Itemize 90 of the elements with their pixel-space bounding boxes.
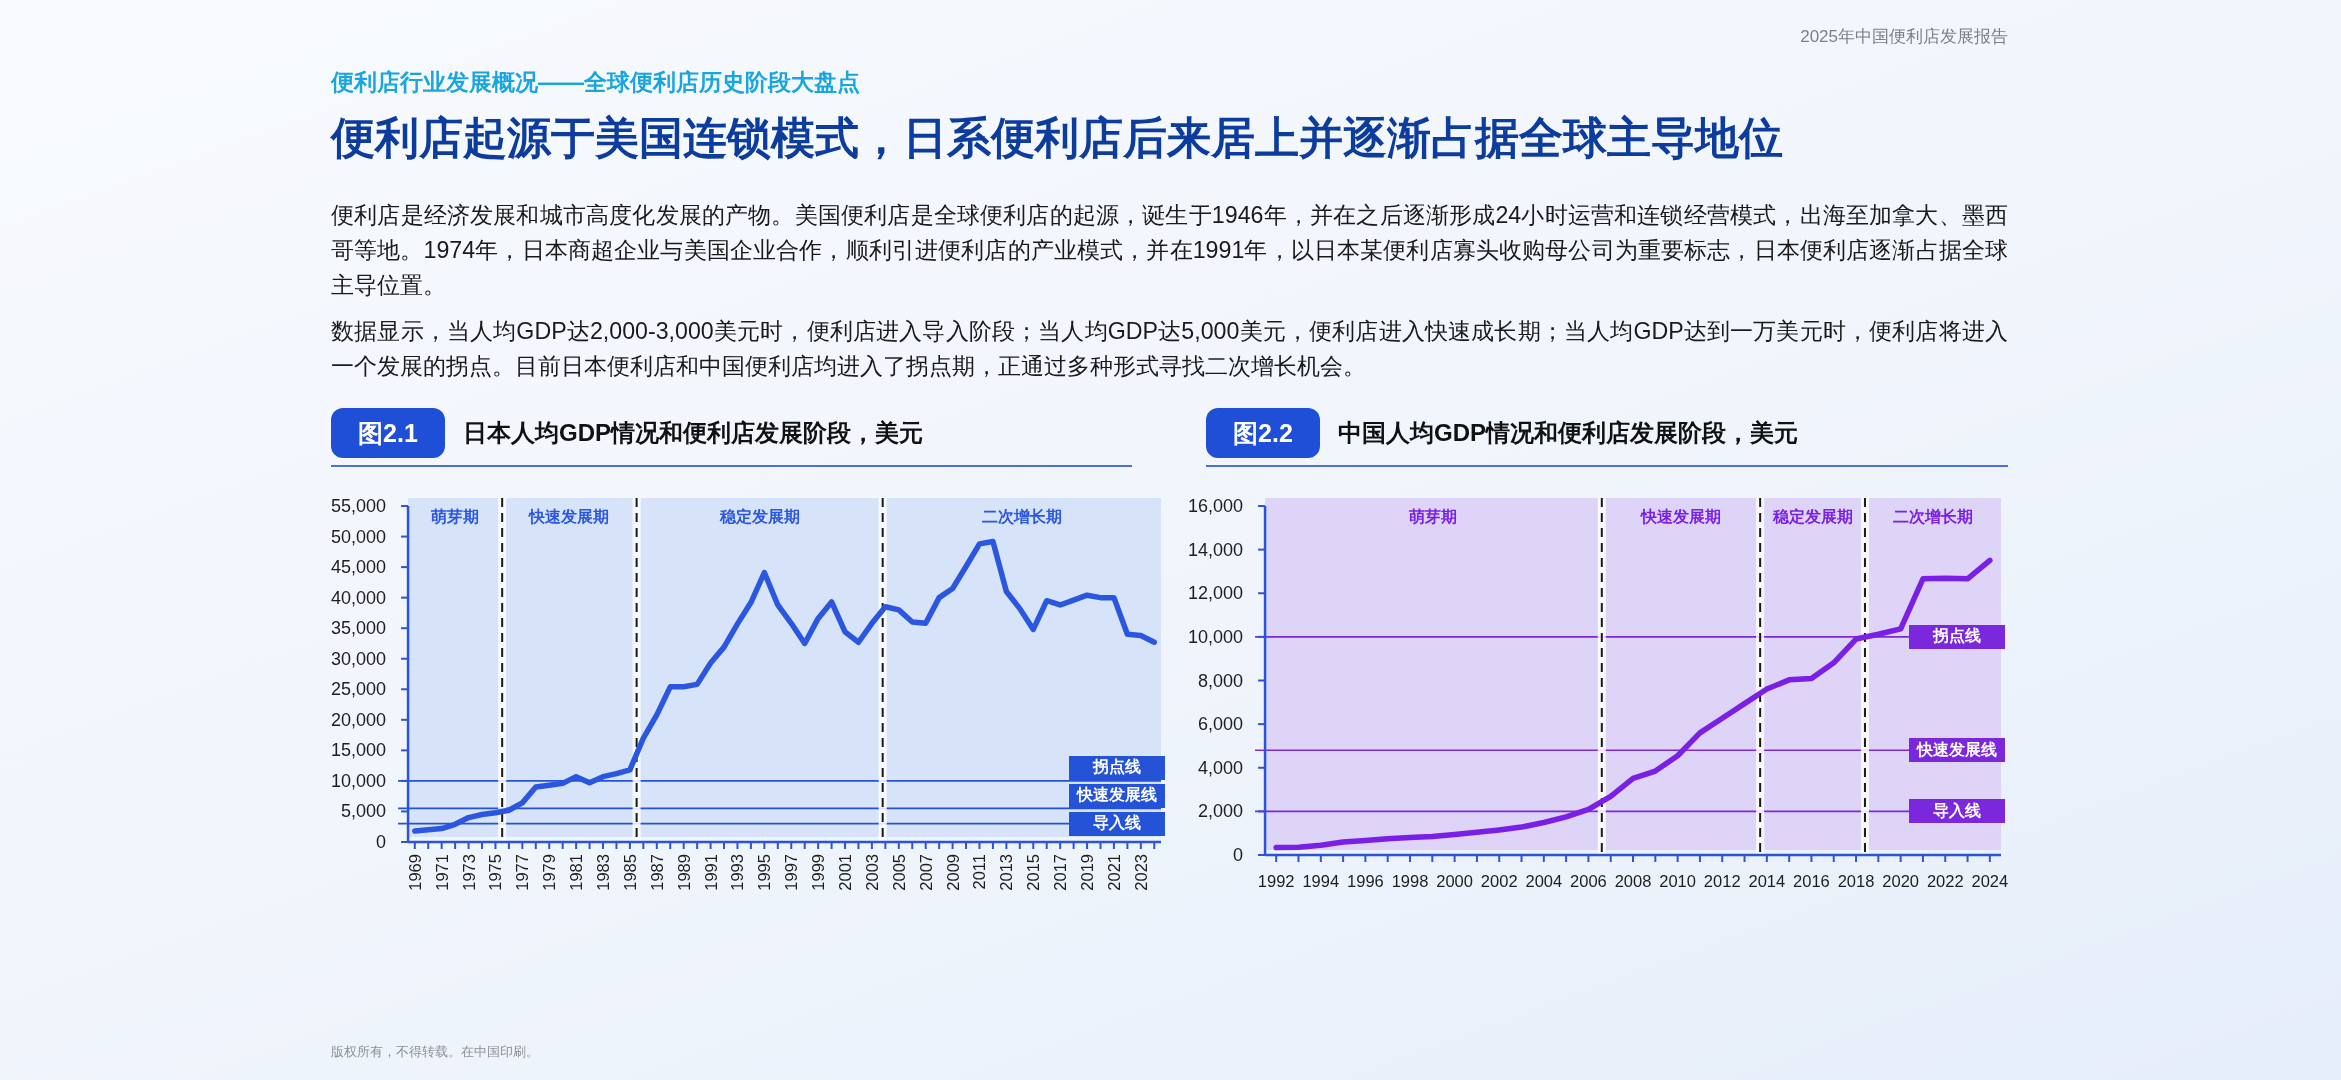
band-label: 二次增长期 (1892, 507, 1973, 525)
ref-line-label: 导入线 (1069, 811, 1165, 836)
x-tick-label: 1973 (459, 854, 478, 891)
y-tick-label: 55,000 (330, 496, 387, 516)
text: 版权所有，不得转载。在中国印刷。 (331, 1043, 539, 1061)
y-tick-label: 40,000 (330, 587, 387, 608)
x-tick-label: 2007 (916, 854, 935, 891)
text: 便利店起源于美国连锁模式，日系便利店后来居上并逐渐占据全球主导地位 (331, 112, 1783, 164)
y-tick-label: 50,000 (330, 526, 387, 547)
chart-title: 图2.1 (331, 408, 445, 458)
x-tick-label: 1999 (809, 854, 828, 891)
x-tick-label: 2010 (1659, 872, 1696, 890)
x-tick-label: 1987 (647, 854, 666, 891)
band-label: 萌芽期 (1408, 507, 1458, 525)
y-tick-label: 10,000 (1187, 626, 1244, 647)
band-label: 稳定发展期 (718, 507, 800, 525)
y-tick-label: 0 (1233, 845, 1244, 865)
y-tick-label: 0 (376, 832, 387, 852)
band-label: 二次增长期 (981, 507, 1062, 525)
x-tick-label: 1996 (1347, 872, 1384, 890)
text: 便利店行业发展概况——全球便利店历史阶段大盘点 (331, 68, 860, 97)
y-tick-label: 12,000 (1187, 583, 1244, 604)
chart-subtitle: 日本人均GDP情况和便利店发展阶段，美元 (463, 418, 924, 448)
x-tick-label: 1992 (1257, 872, 1295, 890)
x-tick-label: 2019 (1078, 854, 1097, 891)
y-tick-label: 8,000 (1198, 670, 1244, 691)
x-tick-label: 2004 (1525, 872, 1563, 890)
x-tick-label: 1983 (594, 854, 613, 891)
y-tick-label: 14,000 (1187, 539, 1244, 560)
x-tick-label: 1969 (405, 854, 424, 891)
y-tick-label: 30,000 (330, 648, 387, 669)
ref-line-label: 拐点线 (1069, 755, 1165, 780)
y-tick-label: 5,000 (341, 801, 387, 822)
x-tick-label: 1997 (782, 854, 801, 891)
x-tick-label: 2008 (1614, 872, 1652, 890)
x-tick-label: 2015 (1024, 854, 1043, 891)
x-tick-label: 2021 (1104, 854, 1123, 891)
x-tick-label: 2013 (997, 854, 1016, 891)
x-tick-label: 2024 (1971, 872, 2009, 890)
chart-title: 图2.2 (1206, 408, 1320, 458)
text: 便利店是经济发展和城市高度化发展的产物。美国便利店是全球便利店的起源，诞生于1946年，并在之后逐渐形成24小时运营和连锁经营模式，出海至加拿大、墨西哥等地。1974年，日本商超企业与美国企业合作，顺利引进便利店的产业模式，并在1991年，以日本某便利店寡头收购母公司为重要标志，日本便利店逐渐占据全球主导位置。 (331, 201, 2008, 300)
x-tick-label: 2017 (1051, 854, 1070, 891)
x-tick-label: 1998 (1391, 872, 1429, 890)
x-tick-label: 2001 (836, 854, 855, 891)
x-tick-label: 2022 (1926, 872, 1964, 890)
band-label: 稳定发展期 (1771, 507, 1853, 525)
x-tick-label: 1994 (1302, 872, 1340, 890)
x-tick-label: 1991 (701, 854, 720, 891)
x-tick-label: 1989 (674, 854, 693, 891)
ref-line-label: 拐点线 (1909, 624, 2005, 649)
y-tick-label: 25,000 (330, 679, 387, 700)
x-tick-label: 1971 (432, 854, 451, 891)
x-tick-label: 1979 (540, 854, 559, 891)
x-tick-label: 1981 (567, 854, 586, 891)
x-tick-label: 2006 (1570, 872, 1607, 890)
band-label: 快速发展期 (1639, 507, 1721, 525)
x-tick-label: 2011 (970, 854, 989, 890)
x-tick-label: 1977 (513, 854, 532, 891)
x-tick-label: 1985 (620, 854, 639, 891)
x-tick-label: 1993 (728, 854, 747, 891)
text: 2025年中国便利店发展报告 (1799, 26, 2008, 48)
band-label: 快速发展期 (528, 507, 610, 525)
x-tick-label: 2023 (1131, 854, 1150, 891)
y-tick-label: 6,000 (1198, 714, 1244, 735)
x-tick-label: 1995 (755, 854, 774, 891)
x-tick-label: 2002 (1480, 872, 1518, 890)
y-tick-label: 20,000 (330, 709, 387, 730)
x-tick-label: 2000 (1436, 872, 1473, 890)
y-tick-label: 35,000 (330, 618, 387, 639)
y-tick-label: 15,000 (330, 740, 387, 761)
x-tick-label: 2012 (1703, 872, 1741, 890)
y-tick-label: 16,000 (1187, 496, 1244, 516)
y-tick-label: 45,000 (330, 557, 387, 578)
ref-line-label: 导入线 (1909, 799, 2005, 824)
y-tick-label: 10,000 (330, 770, 387, 791)
text: 数据显示，当人均GDP达2,000-3,000美元时，便利店进入导入阶段；当人均GDP达5,000美元，便利店进入快速成长期；当人均GDP达到一万美元时，便利店将进入一个发展的拐点。目前日本便利店和中国便利店均进入了拐点期，正通过多种形式寻找二次增长机会。 (331, 317, 2008, 381)
x-tick-label: 2014 (1748, 872, 1786, 890)
chart-subtitle: 中国人均GDP情况和便利店发展阶段，美元 (1338, 418, 1799, 448)
y-tick-label: 4,000 (1198, 757, 1244, 778)
band-label: 萌芽期 (430, 507, 480, 525)
ref-line-label: 快速发展线 (1909, 738, 2005, 763)
x-tick-label: 2020 (1882, 872, 1919, 890)
x-tick-label: 2005 (889, 854, 908, 891)
x-tick-label: 2016 (1793, 872, 1830, 890)
ref-line-label: 快速发展线 (1069, 783, 1165, 808)
x-tick-label: 1975 (486, 854, 505, 891)
x-tick-label: 2009 (943, 854, 962, 891)
x-tick-label: 2003 (862, 854, 881, 891)
x-tick-label: 2018 (1837, 872, 1875, 890)
y-tick-label: 2,000 (1198, 801, 1244, 822)
